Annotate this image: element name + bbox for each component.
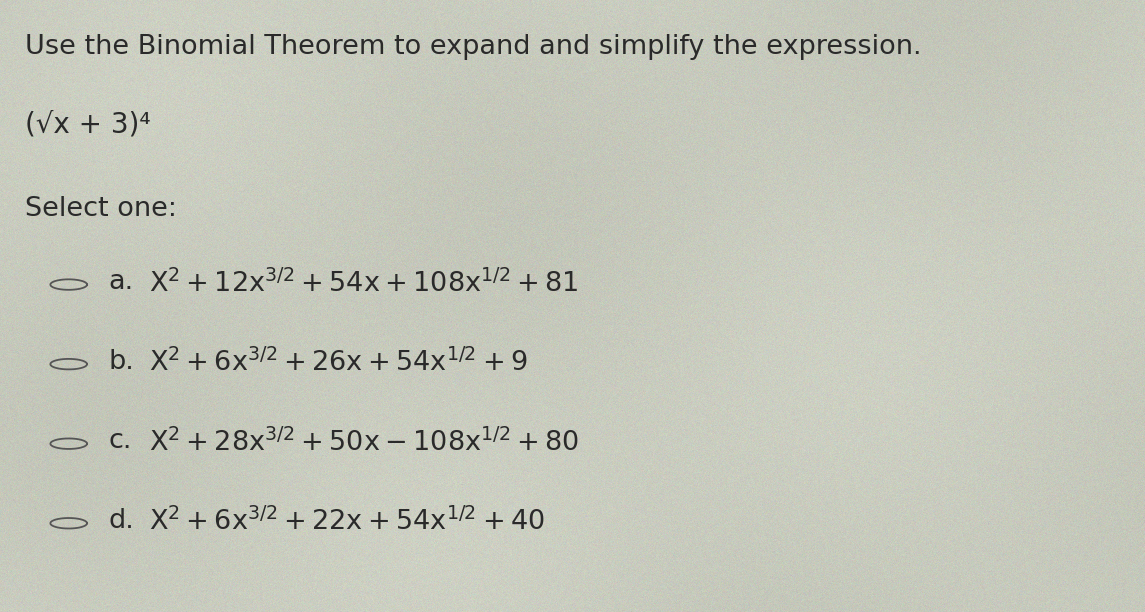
Text: $\mathregular{X^2 + 6x^{3/2} + 26x + 54x^{1/2} + 9}$: $\mathregular{X^2 + 6x^{3/2} + 26x + 54x…: [149, 349, 528, 378]
Text: Select one:: Select one:: [25, 196, 177, 222]
Text: (√x + 3)⁴: (√x + 3)⁴: [25, 110, 151, 138]
Text: $\mathregular{X^2 + 12x^{3/2} + 54x + 108x^{1/2} + 81}$: $\mathregular{X^2 + 12x^{3/2} + 54x + 10…: [149, 269, 578, 298]
Text: d.: d.: [109, 508, 134, 534]
Text: b.: b.: [109, 349, 134, 375]
Text: $\mathregular{X^2 + 6x^{3/2} + 22x + 54x^{1/2} + 40}$: $\mathregular{X^2 + 6x^{3/2} + 22x + 54x…: [149, 508, 545, 537]
Text: a.: a.: [109, 269, 134, 295]
Text: Use the Binomial Theorem to expand and simplify the expression.: Use the Binomial Theorem to expand and s…: [25, 34, 922, 59]
Text: $\mathregular{X^2 + 28x^{3/2} + 50x - 108x^{1/2} + 80}$: $\mathregular{X^2 + 28x^{3/2} + 50x - 10…: [149, 428, 579, 457]
Text: c.: c.: [109, 428, 132, 454]
